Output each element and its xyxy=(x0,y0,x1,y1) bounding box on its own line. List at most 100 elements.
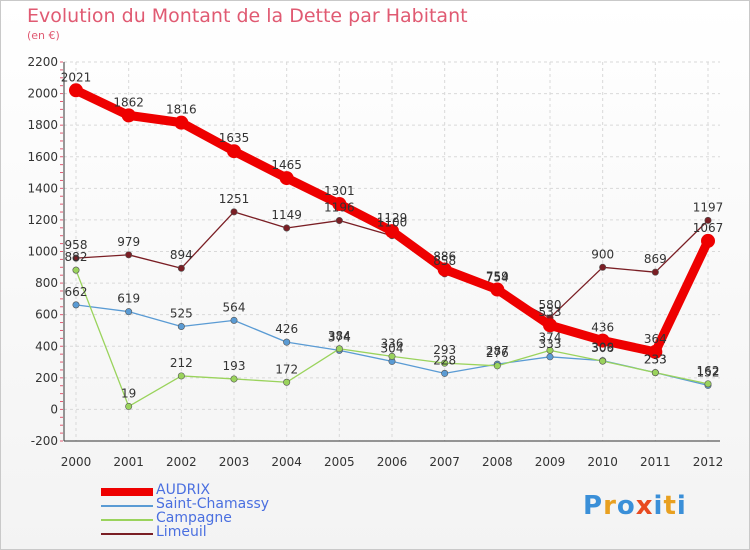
data-label: 233 xyxy=(644,353,667,367)
data-label: 900 xyxy=(591,247,614,261)
data-label: 162 xyxy=(697,364,720,378)
legend-item: Limeuil xyxy=(101,524,361,540)
legend-label: AUDRIX xyxy=(156,482,211,498)
data-point xyxy=(177,372,185,380)
data-label: 1196 xyxy=(324,201,355,215)
x-tick-label: 2011 xyxy=(640,455,671,469)
y-tick-label: 2000 xyxy=(27,87,58,101)
data-point xyxy=(125,308,133,316)
data-point xyxy=(332,196,347,211)
data-point xyxy=(69,83,83,98)
data-label: 525 xyxy=(170,307,193,321)
data-label: 309 xyxy=(591,341,614,355)
chart-subtitle: (en €) xyxy=(27,29,60,42)
data-label: 1100 xyxy=(377,216,408,230)
data-label: 1816 xyxy=(166,103,197,117)
data-label: 1067 xyxy=(693,221,724,235)
data-label: 19 xyxy=(121,386,136,400)
data-label: 869 xyxy=(644,252,667,266)
legend-label: Saint-Chamassy xyxy=(156,496,270,512)
y-tick-label: 0 xyxy=(50,402,58,416)
legend-swatch xyxy=(101,505,153,507)
data-point xyxy=(546,353,554,361)
data-label: 306 xyxy=(591,341,614,355)
data-label: 564 xyxy=(223,300,246,314)
data-labels: 2021 1862 1816 1635 1465 1301 1129 886 759 533 436… xyxy=(61,70,724,400)
x-tick-label: 2000 xyxy=(61,455,92,469)
data-label: 374 xyxy=(328,330,351,344)
x-tick-label: 2009 xyxy=(535,455,566,469)
data-label: 1197 xyxy=(693,200,724,214)
data-point xyxy=(595,333,610,348)
data-point xyxy=(701,233,715,248)
data-label: 662 xyxy=(65,285,88,299)
data-point xyxy=(125,251,133,259)
data-point xyxy=(385,224,399,239)
data-label: 193 xyxy=(223,359,246,373)
legend-swatch xyxy=(101,533,153,535)
data-label: 1465 xyxy=(271,158,302,172)
legend-swatch xyxy=(101,519,153,521)
data-label: 293 xyxy=(433,343,456,357)
data-point xyxy=(177,323,185,331)
y-tick-label: 1600 xyxy=(27,150,58,164)
data-point xyxy=(283,224,291,232)
proxiti-logo: Proxiti xyxy=(583,491,687,521)
data-label: 426 xyxy=(275,322,298,336)
data-point xyxy=(283,378,291,386)
x-tick-label: 2002 xyxy=(166,455,197,469)
legend-label: Limeuil xyxy=(156,524,207,540)
data-label: 172 xyxy=(275,362,298,376)
data-label: 233 xyxy=(644,353,667,367)
data-label: 228 xyxy=(433,353,456,367)
data-label: 276 xyxy=(486,346,509,360)
data-label: 858 xyxy=(433,254,456,268)
data-point xyxy=(599,357,607,365)
chart-title: Evolution du Montant de la Dette par Hab… xyxy=(27,5,468,27)
data-label: 886 xyxy=(433,250,456,264)
y-tick-label: -200 xyxy=(31,434,58,448)
data-point xyxy=(174,115,189,130)
legend: AUDRIX Saint-Chamassy Campagne Limeuil xyxy=(101,482,361,540)
data-point xyxy=(177,264,185,272)
data-point xyxy=(283,338,291,346)
x-tick-label: 2003 xyxy=(219,455,250,469)
x-tick-label: 2007 xyxy=(429,455,460,469)
y-tick-label: 1200 xyxy=(27,213,58,227)
y-tick-label: 1400 xyxy=(27,181,58,195)
data-point xyxy=(72,254,80,262)
data-label: 336 xyxy=(381,336,404,350)
legend-item: Campagne xyxy=(101,510,361,526)
data-point xyxy=(490,282,505,297)
data-label: 580 xyxy=(539,298,562,312)
legend-swatch xyxy=(101,488,153,496)
legend-item: Saint-Chamassy xyxy=(101,496,361,512)
data-point xyxy=(651,268,659,276)
data-label: 333 xyxy=(539,337,562,351)
data-label: 384 xyxy=(328,329,351,343)
x-tick-label: 2006 xyxy=(377,455,408,469)
data-label: 882 xyxy=(65,250,88,264)
data-label: 436 xyxy=(591,321,614,335)
data-point xyxy=(648,344,663,359)
data-point xyxy=(599,263,607,271)
data-label: 374 xyxy=(539,330,562,344)
data-point xyxy=(121,108,136,123)
data-point xyxy=(72,266,80,274)
data-point xyxy=(388,352,396,360)
data-label: 1862 xyxy=(113,95,144,109)
data-label: 1301 xyxy=(324,184,355,198)
data-point xyxy=(441,369,449,377)
data-point xyxy=(704,216,712,224)
x-tick-label: 2008 xyxy=(482,455,513,469)
y-tick-label: 800 xyxy=(35,276,58,290)
data-label: 304 xyxy=(381,341,404,355)
x-tick-label: 2010 xyxy=(587,455,618,469)
data-point xyxy=(335,217,343,225)
data-point xyxy=(704,380,712,388)
x-tick-label: 2001 xyxy=(113,455,144,469)
y-tick-label: 1800 xyxy=(27,118,58,132)
y-tick-label: 1000 xyxy=(27,245,58,259)
